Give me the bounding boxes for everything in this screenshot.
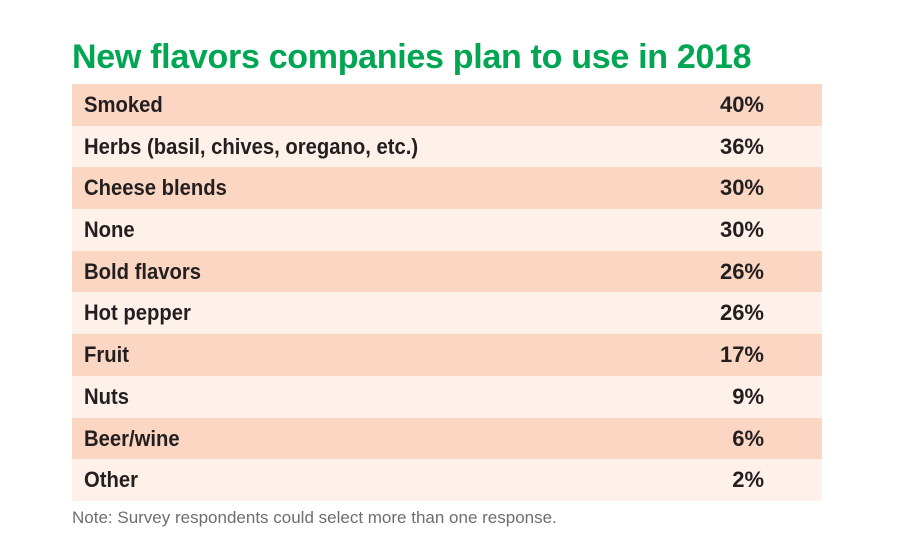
table-row: Herbs (basil, chives, oregano, etc.) 36%: [72, 125, 822, 168]
table-row: Bold flavors 26%: [72, 250, 822, 293]
row-label: Hot pepper: [84, 300, 191, 326]
row-value: 17%: [719, 342, 764, 368]
row-value: 30%: [719, 175, 764, 201]
data-table: Smoked 40% Herbs (basil, chives, oregano, …: [72, 84, 822, 501]
row-value: 26%: [719, 300, 764, 326]
row-label: Bold flavors: [84, 258, 201, 284]
table-row: Cheese blends 30%: [72, 167, 822, 210]
table-row: Fruit 17%: [72, 334, 822, 376]
footnote: Note: Survey respondents could select mo…: [72, 508, 557, 527]
chart-title: New flavors companies plan to use in 201…: [72, 38, 752, 76]
table-row: Other 2%: [72, 459, 822, 501]
row-value: 36%: [719, 133, 764, 159]
row-value: 9%: [732, 383, 764, 409]
row-label: Other: [84, 467, 138, 493]
table-row: Nuts 9%: [72, 375, 822, 418]
row-value: 6%: [732, 425, 764, 451]
row-value: 30%: [719, 217, 764, 243]
row-label: Cheese blends: [84, 175, 227, 201]
row-label: Nuts: [84, 383, 129, 409]
table-row: Hot pepper 26%: [72, 292, 822, 335]
row-value: 2%: [732, 467, 764, 493]
row-value: 26%: [719, 258, 764, 284]
table-row: None 30%: [72, 209, 822, 251]
row-value: 40%: [719, 92, 764, 117]
row-label: Smoked: [84, 92, 163, 117]
row-label: None: [84, 217, 135, 243]
row-label: Beer/wine: [84, 425, 180, 451]
row-label: Herbs (basil, chives, oregano, etc.): [84, 133, 419, 159]
table-row: Beer/wine 6%: [72, 417, 822, 460]
row-label: Fruit: [84, 342, 129, 368]
table-row: Smoked 40%: [72, 84, 822, 126]
